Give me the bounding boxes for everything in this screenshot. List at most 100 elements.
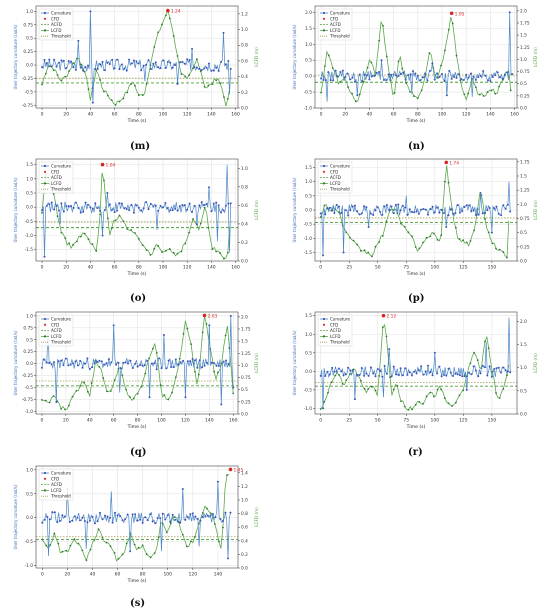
curvature-point — [79, 66, 82, 69]
curvature-point — [205, 202, 208, 205]
curvature-point — [220, 60, 223, 63]
curvature-point — [378, 71, 381, 74]
x-tick-label: 60 — [115, 572, 121, 578]
curvature-point — [171, 209, 174, 212]
y-left-tick-label: 0.75 — [23, 325, 33, 331]
curvature-point — [142, 207, 145, 210]
curvature-point — [174, 207, 177, 210]
y-right-tick-label: 0.0 — [241, 566, 248, 572]
x-tick-label: 140 — [205, 418, 214, 424]
lcfd-point — [506, 374, 508, 376]
lcfd-point — [425, 236, 428, 239]
lcfd-point — [99, 213, 102, 216]
lcfd-point — [378, 375, 381, 377]
x-tick-label: 125 — [459, 265, 468, 271]
y-left-tick-label: -1.5 — [304, 250, 313, 256]
cfd-peak-marker — [449, 11, 454, 16]
lcfd-point — [502, 251, 505, 253]
curvature-point — [93, 522, 96, 525]
lcfd-point — [319, 216, 322, 218]
lcfd-point — [425, 395, 428, 398]
curvature-point — [333, 212, 336, 215]
curvature-point — [448, 69, 451, 72]
curvature-point — [474, 369, 477, 372]
lcfd-point — [454, 401, 457, 404]
curvature-point — [381, 213, 384, 216]
curvature-point — [496, 71, 499, 74]
chart-m-svg: 1.24 -0.75 -0.5 -0.25 0.0 0.25 0.5 0.75 1.0 0.0 0.… — [13, 5, 259, 124]
curvature-point — [402, 71, 405, 74]
legend-label: Curvature — [330, 317, 350, 322]
curvature-point — [481, 212, 484, 215]
y-right-axis-label: LCFD (m) — [533, 47, 538, 67]
curvature-point — [388, 209, 391, 212]
lcfd-point — [126, 228, 129, 230]
curvature-point — [454, 212, 457, 215]
legend-cfd: CFD — [322, 16, 338, 21]
curvature-point — [88, 519, 91, 522]
y-right-tick-label: 0.0 — [520, 106, 527, 112]
y-right-tick-label: 0.4 — [241, 74, 248, 80]
curvature-point — [370, 75, 373, 78]
x-tick-label: 25 — [346, 418, 352, 424]
legend-label: LCFD — [51, 334, 61, 339]
curvature-point — [381, 375, 384, 378]
curvature-point — [349, 78, 352, 81]
curvature-point — [438, 365, 441, 368]
lcfd-point — [52, 69, 55, 72]
curvature-point — [45, 62, 48, 65]
curvature-point — [74, 68, 77, 71]
curvature-point — [495, 367, 498, 370]
curvature-point — [419, 79, 422, 82]
x-tick-label: 75 — [403, 265, 409, 271]
curvature-point — [497, 212, 500, 215]
curvature-point — [186, 360, 189, 363]
lcfd-point — [137, 237, 140, 240]
lcfd-point — [68, 70, 71, 72]
lcfd-point — [407, 409, 410, 411]
x-axis-label: Time (s) — [127, 578, 147, 584]
curvature-point — [484, 366, 487, 369]
curvature-point — [319, 212, 322, 215]
curvature-point — [395, 373, 398, 376]
legend-label: Threshold — [329, 340, 350, 345]
legend-acfd: ACFD — [41, 22, 62, 27]
lcfd-point — [130, 83, 132, 85]
curvature-point — [152, 205, 155, 208]
lcfd-point — [465, 375, 468, 378]
curvature-point — [465, 204, 468, 207]
curvature-point — [199, 519, 202, 522]
curvature-point — [360, 367, 363, 370]
curvature-point — [472, 365, 475, 368]
legend-threshold: Threshold — [320, 34, 350, 39]
chart-panel-p: 1.74 -1.5 -1.0 -0.5 0.0 0.5 1.0 1.5 0.0 0.25 0.5 0.… — [281, 155, 547, 283]
curvature-point — [140, 209, 143, 212]
lcfd-point — [330, 381, 333, 384]
curvature-point — [414, 72, 417, 75]
x-tick-label: 20 — [63, 265, 69, 271]
curvature-point — [154, 522, 157, 525]
legend-lcfd: LCFD — [320, 28, 340, 33]
lcfd-point — [180, 73, 183, 75]
lcfd-point — [213, 370, 215, 373]
curvature-point — [62, 210, 65, 213]
curvature-point — [342, 251, 345, 254]
lcfd-point — [509, 89, 512, 92]
lcfd-point — [56, 74, 59, 76]
lcfd-point — [106, 94, 109, 97]
lcfd-point — [157, 245, 160, 247]
curvature-point — [509, 210, 512, 213]
curvature-point — [332, 79, 335, 82]
y-right-axis-label: LCFD (m) — [254, 47, 259, 67]
y-left-tick-label: 0.0 — [26, 63, 33, 69]
curvature-point — [157, 66, 160, 69]
lcfd-point — [433, 395, 435, 398]
curvature-point — [225, 359, 228, 362]
lcfd-point — [178, 357, 181, 360]
curvature-point — [387, 73, 390, 76]
chart-panel-n: 1.95 -1.0 -0.5 0.0 0.5 1.0 1.5 2.0 0.0 0.25 0.5 0.7… — [281, 2, 547, 130]
curvature-point — [408, 371, 411, 374]
lcfd-point — [53, 532, 56, 535]
lcfd-point — [109, 390, 112, 392]
